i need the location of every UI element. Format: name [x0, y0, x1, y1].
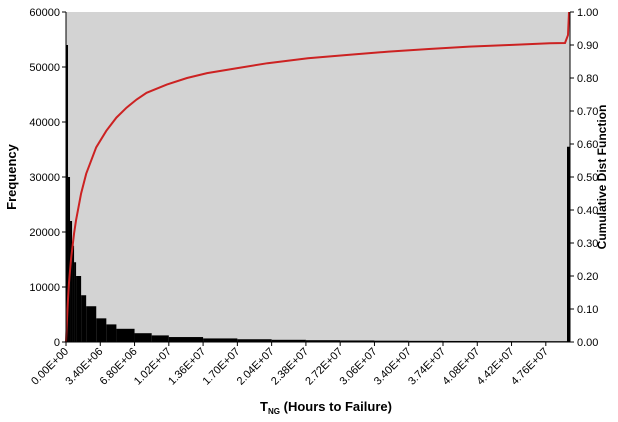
left-tick-label: 10000 [29, 282, 60, 294]
left-tick-label: 40000 [29, 117, 60, 129]
histogram-bars [66, 45, 570, 342]
x-axis-label-subscript: NG [268, 407, 280, 416]
cdf-line [65, 11, 570, 343]
histogram-bar [168, 337, 204, 342]
histogram-bar [96, 318, 107, 342]
histogram-bar [134, 333, 152, 342]
y-axis-right-label: Cumulative Dist Function [595, 105, 609, 250]
plot-area [66, 12, 570, 342]
right-tick-label: 0.90 [577, 40, 598, 52]
histogram-bar [237, 339, 272, 342]
x-ticks: 0.00E+003.40E+066.80E+061.02E+071.36E+07… [29, 342, 551, 388]
histogram-bar [74, 262, 77, 342]
histogram-bar [305, 340, 341, 342]
y-axis-left-label: Frequency [4, 143, 19, 210]
histogram-bar [374, 340, 409, 342]
left-tick-label: 0 [54, 337, 60, 349]
histogram-bar [86, 306, 97, 342]
right-tick-label: 0.80 [577, 73, 598, 85]
x-axis-label-rest: (Hours to Failure) [280, 399, 392, 414]
left-tick-label: 60000 [29, 7, 60, 19]
right-tick-label: 0.10 [577, 304, 598, 316]
left-tick-label: 50000 [29, 62, 60, 74]
histogram-bar [81, 295, 87, 342]
right-tick-label: 0.50 [577, 172, 598, 184]
histogram-bar [66, 45, 69, 342]
right-tick-label: 0.70 [577, 106, 598, 118]
x-axis-label: TNG (Hours to Failure) [260, 399, 392, 416]
histogram-bar [106, 324, 117, 342]
x-tick-label: 4.76E+07 [509, 346, 551, 388]
histogram-bar [408, 340, 443, 342]
histogram-bar [72, 245, 75, 342]
histogram-bar [116, 328, 135, 342]
left-tick-label: 30000 [29, 172, 60, 184]
right-tick-label: 1.00 [577, 7, 598, 19]
histogram-bar [442, 340, 478, 342]
x-axis-label-main: T [260, 399, 268, 414]
histogram-bar [68, 177, 71, 342]
right-tick-label: 0.20 [577, 271, 598, 283]
histogram-bar [151, 335, 169, 342]
histogram-bar [203, 338, 238, 342]
right-tick-label: 0.60 [577, 139, 598, 151]
right-tick-label: 0.00 [577, 337, 598, 349]
right-tick-label: 0.30 [577, 238, 598, 250]
left-y-ticks: 0 10000 20000 30000 40000 50000 60000 [29, 7, 66, 349]
histogram-bar [76, 276, 82, 342]
histogram-bar [271, 339, 306, 342]
right-y-ticks: 0.00 0.10 0.20 0.30 0.40 0.50 0.60 0.70 0.80 0.90… [570, 7, 598, 349]
histogram-bar [340, 340, 375, 342]
histogram-bar [567, 146, 570, 342]
left-tick-label: 20000 [29, 227, 60, 239]
cdf-curve-group [65, 11, 570, 343]
histogram-bar [70, 221, 73, 342]
right-tick-label: 0.40 [577, 205, 598, 217]
